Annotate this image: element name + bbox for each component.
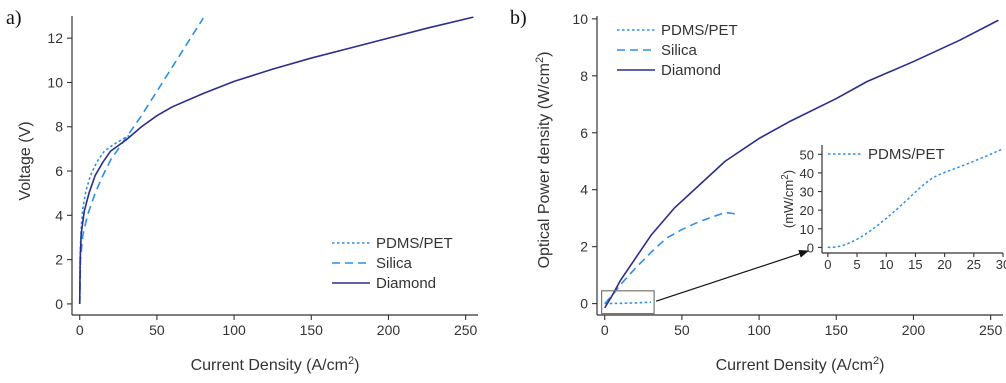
inset-ytick-label: 40 — [800, 166, 814, 181]
panel-b-label: b) — [510, 7, 527, 29]
panel-a-axes: 0 50 100 150 200 250 0 2 4 6 8 10 12 — [47, 16, 478, 338]
panel-a-ytick-label: 2 — [55, 252, 63, 268]
panel-a-series-diamond-line — [78, 16, 474, 304]
inset-ytick-label: 10 — [800, 222, 814, 237]
panel-b-ytick-label: 4 — [580, 182, 588, 198]
panel-b-series-silica-line — [604, 211, 737, 305]
panel-b-xtick-label: 200 — [902, 322, 926, 338]
panel-a-xtick-label: 250 — [454, 322, 478, 338]
panel-a-xlabel: Current Density (A/cm2) — [191, 355, 360, 374]
inset-series-pdms-pet-line — [827, 148, 1004, 249]
panel-a-ytick-label: 0 — [55, 296, 63, 312]
inset-ytick-label: 30 — [800, 185, 814, 200]
panel-b-xtick-label: 100 — [747, 322, 771, 338]
inset-xtick-label: 20 — [937, 257, 951, 272]
inset-ylabel-sup: 2 — [780, 174, 791, 180]
inset-ylabel-end: ) — [781, 170, 796, 174]
panel-b-ytick-label: 8 — [580, 68, 588, 84]
inset-xtick-label: 15 — [908, 257, 922, 272]
inset-legend: PDMS/PET — [828, 146, 945, 163]
inset-pointer-arrow — [655, 250, 809, 302]
inset-ytick-label: 20 — [800, 203, 814, 218]
panel-a-ytick-label: 10 — [47, 74, 63, 90]
panel-b-legend-label: Diamond — [661, 62, 721, 79]
inset-ylabel-text: (mW/cm — [781, 180, 796, 228]
panel-a-xtick-label: 100 — [222, 322, 246, 338]
inset-xtick-label: 5 — [853, 257, 860, 272]
chart-panel-a: a) Voltage (V) Current Density (A/cm2) — [6, 7, 359, 374]
panel-a-ytick-label: 6 — [55, 163, 63, 179]
panel-b-ytick-label: 2 — [580, 239, 588, 255]
panel-b-series-diamond-line — [604, 19, 999, 309]
inset-xtick-label: 30 — [996, 257, 1006, 272]
panel-a-xtick-label: 150 — [300, 322, 324, 338]
panel-b-ylabel: Optical Power density (W/cm2) — [534, 52, 553, 269]
panel-b-series-pdms-pet-line — [604, 301, 652, 305]
panel-b-xtick-label: 150 — [825, 322, 849, 338]
inset-legend-label: PDMS/PET — [868, 146, 945, 163]
panel-a-legend: PDMS/PET Silica Diamond — [332, 235, 453, 292]
inset-axes: 0 5 10 15 20 25 30 0 10 20 30 40 50 — [800, 145, 1006, 272]
panel-a-xtick-label: 200 — [377, 322, 401, 338]
panel-a-legend-label: Silica — [376, 255, 413, 272]
panel-a-ytick-label: 12 — [47, 30, 63, 46]
panel-a-series-silica-line — [78, 17, 204, 304]
panel-b-legend: PDMS/PET Silica Diamond — [617, 22, 738, 79]
inset-xtick-label: 10 — [879, 257, 893, 272]
panel-a-legend-label: PDMS/PET — [376, 235, 453, 252]
panel-b-legend-label: PDMS/PET — [661, 22, 738, 39]
inset-ylabel: (mW/cm2) — [780, 170, 796, 228]
inset-xtick-label: 0 — [824, 257, 831, 272]
panel-a-ytick-label: 8 — [55, 119, 63, 135]
panel-a-label: a) — [6, 7, 22, 29]
panel-b-xlabel: Current Density (A/cm2) — [716, 355, 885, 374]
panel-a-ytick-label: 4 — [55, 207, 63, 223]
panel-a-xtick-label: 50 — [149, 322, 165, 338]
panel-a-xtick-label: 0 — [76, 322, 84, 338]
panel-b-xtick-label: 250 — [979, 322, 1003, 338]
panel-b-xtick-label: 0 — [601, 322, 609, 338]
chart-panel-b: b) Optical Power density (W/cm2) Current… — [510, 7, 884, 374]
panel-b-legend-label: Silica — [661, 42, 698, 59]
panel-b-ytick-label: 0 — [580, 296, 588, 312]
panel-b-ytick-label: 10 — [572, 11, 588, 27]
inset-background — [822, 145, 1003, 253]
panel-a-ylabel: Voltage (V) — [17, 121, 34, 200]
panel-b-zoom-box — [601, 290, 655, 315]
panel-b-ytick-label: 6 — [580, 125, 588, 141]
inset-xtick-label: 25 — [967, 257, 981, 272]
panel-b-xtick-label: 50 — [674, 322, 690, 338]
inset-ytick-label: 0 — [807, 240, 814, 255]
inset-ytick-label: 50 — [800, 147, 814, 162]
panel-a-legend-label: Diamond — [376, 275, 436, 292]
